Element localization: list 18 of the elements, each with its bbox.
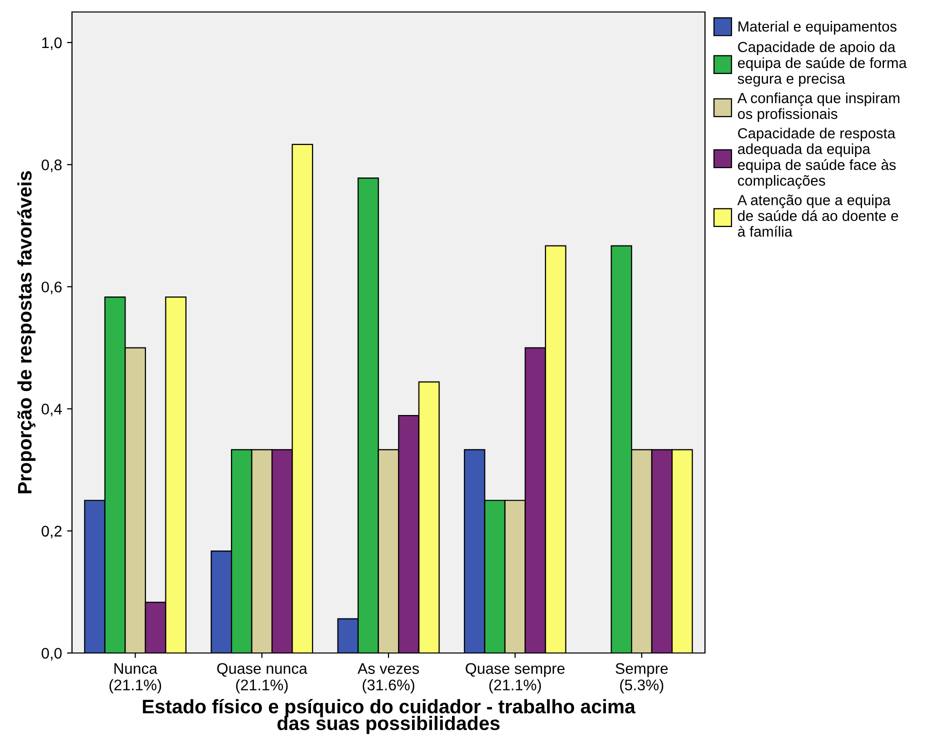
- x-tick-label: Nunca (21.1%): [110, 663, 162, 694]
- legend-label: Capacidade de apoio da equipa de saúde de forma segura e precisa: [738, 41, 907, 87]
- x-tick-label: Sempre (5.3%): [616, 663, 668, 694]
- legend-label: Material e equipamentos: [738, 20, 897, 35]
- y-axis-title: Proporção de respostas favoráveis: [17, 171, 36, 494]
- y-tick-label: 0,2: [42, 526, 62, 538]
- x-tick-label: Quase nunca (21.1%): [217, 663, 308, 694]
- y-tick-label: 0,4: [42, 404, 62, 416]
- x-axis-title: Estado físico e psíquico do cuidador - trabalho acima das suas possibilidades: [142, 698, 636, 734]
- y-tick-label: 0,8: [42, 159, 62, 172]
- x-tick-label: Quase sempre (21.1%): [466, 663, 565, 694]
- legend-label: A atenção que a equipa de saúde dá ao doente e à família: [737, 194, 898, 237]
- legend-label: A confiança que inspiram os profissionais: [737, 92, 900, 122]
- legend-label: Capacidade de resposta adequada da equipa equipa de saúde face às complicações: [738, 128, 896, 189]
- x-tick-label: As vezes (31.6%): [358, 663, 419, 694]
- y-tick-label: 0,6: [42, 282, 62, 294]
- y-tick-label: 1,0: [42, 37, 62, 50]
- y-tick-label: 0,0: [42, 648, 62, 660]
